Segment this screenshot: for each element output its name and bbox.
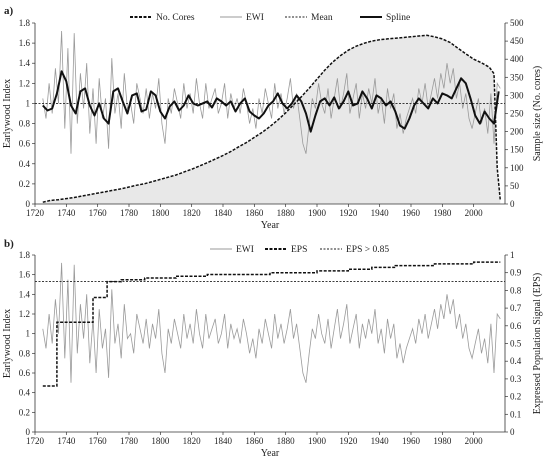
- x-tick-label: 1980: [433, 208, 452, 218]
- y2-tick-label: 200: [510, 127, 524, 137]
- y2-tick-label: 0: [510, 199, 515, 209]
- x-tick-label: 1760: [89, 208, 108, 218]
- y2-tick-label: 100: [510, 163, 524, 173]
- legend-label: EWI: [246, 13, 264, 23]
- y-axis-label: Earlywood Index: [2, 309, 13, 378]
- x-tick-label: 1780: [120, 436, 139, 446]
- y-tick-label: 0: [26, 199, 31, 209]
- y2-tick-label: 0.7: [510, 303, 522, 313]
- y-tick-label: 1.2: [19, 309, 30, 319]
- y-tick-label: 0: [26, 427, 31, 437]
- x-tick-label: 1940: [371, 208, 390, 218]
- y2-tick-label: 0.3: [510, 374, 522, 384]
- y-tick-label: 0.6: [19, 139, 31, 149]
- legend-label: Spline: [386, 13, 410, 23]
- legend-label: EPS: [291, 245, 307, 255]
- y2-tick-label: 0.4: [510, 356, 522, 366]
- y-tick-label: 1.4: [19, 289, 31, 299]
- x-tick-label: 1840: [214, 436, 233, 446]
- y2-tick-label: 0.2: [510, 392, 521, 402]
- x-tick-label: 1760: [89, 436, 108, 446]
- y2-axis-label: Sample size (No. cores): [532, 66, 543, 162]
- y2-tick-label: 1: [510, 250, 515, 260]
- cores-area: [42, 35, 501, 204]
- ewi-series-line: [42, 262, 501, 383]
- panel-letter: a): [4, 5, 14, 17]
- y2-tick-label: 0.5: [510, 339, 522, 349]
- legend-label: EPS > 0.85: [346, 245, 389, 255]
- y-tick-label: 0.4: [19, 159, 31, 169]
- x-tick-label: 1820: [183, 208, 202, 218]
- y2-tick-label: 0.6: [510, 321, 522, 331]
- y2-tick-label: 250: [510, 109, 524, 119]
- y-tick-label: 0.4: [19, 388, 31, 398]
- spline-series-line: [42, 70, 500, 133]
- x-tick-label: 1720: [26, 436, 45, 446]
- x-tick-label: 1940: [371, 436, 390, 446]
- y2-tick-label: 400: [510, 54, 524, 64]
- y-tick-label: 0.2: [19, 407, 30, 417]
- legend-label: Mean: [311, 13, 333, 23]
- x-tick-label: 2000: [465, 436, 484, 446]
- x-tick-label: 1920: [339, 436, 358, 446]
- x-tick-label: 1860: [245, 208, 264, 218]
- y-tick-label: 1.4: [19, 58, 31, 68]
- ewi-series-line: [42, 30, 501, 154]
- x-tick-label: 1800: [151, 208, 170, 218]
- legend-label: No. Cores: [156, 13, 195, 23]
- y2-tick-label: 0.9: [510, 268, 522, 278]
- x-tick-label: 1720: [26, 208, 45, 218]
- x-tick-label: 1800: [151, 436, 170, 446]
- y2-tick-label: 150: [510, 145, 524, 155]
- y-axis-label: Earlywood Index: [2, 79, 13, 148]
- y2-tick-label: 0.1: [510, 409, 521, 419]
- x-tick-label: 2000: [465, 208, 484, 218]
- y-tick-label: 1: [26, 329, 31, 339]
- x-tick-label: 1740: [57, 208, 76, 218]
- x-tick-label: 1880: [277, 208, 296, 218]
- x-tick-label: 1740: [57, 436, 76, 446]
- x-axis-label: Year: [261, 448, 280, 459]
- cores-series-line: [42, 34, 502, 203]
- y-tick-label: 0.6: [19, 368, 31, 378]
- y-tick-label: 1.8: [19, 18, 31, 28]
- y-tick-label: 1.2: [19, 78, 30, 88]
- y2-tick-label: 300: [510, 90, 524, 100]
- x-tick-label: 1860: [245, 436, 264, 446]
- y2-tick-label: 50: [510, 181, 520, 191]
- x-tick-label: 1960: [402, 436, 421, 446]
- x-tick-label: 1880: [277, 436, 296, 446]
- y2-axis-label: Expressed Population Signal (EPS): [532, 273, 543, 414]
- x-tick-label: 1980: [433, 436, 452, 446]
- panel-a: a) 1720 1740 1760 1780 1800 1820 1840 1860 1880 19…: [2, 5, 543, 231]
- x-tick-label: 1900: [308, 436, 327, 446]
- y2-tick-label: 0: [510, 427, 515, 437]
- x-tick-label: 1840: [214, 208, 233, 218]
- y-tick-label: 0.8: [19, 119, 31, 129]
- eps-series-line: [42, 261, 501, 387]
- panel-b: b) 1720 1740 1760 1780 1800 1820 1840 1860 1880 19…: [2, 238, 543, 459]
- x-tick-label: 1960: [402, 208, 421, 218]
- x-tick-label: 1900: [308, 208, 327, 218]
- y-tick-label: 1.8: [19, 250, 31, 260]
- panel-letter: b): [4, 238, 14, 250]
- x-tick-label: 1920: [339, 208, 358, 218]
- x-tick-label: 1780: [120, 208, 139, 218]
- y2-tick-label: 500: [510, 18, 524, 28]
- x-tick-label: 1820: [183, 436, 202, 446]
- legend-label: EWI: [236, 245, 254, 255]
- y2-tick-label: 450: [510, 36, 524, 46]
- y2-tick-label: 350: [510, 72, 524, 82]
- y-tick-label: 0.2: [19, 179, 30, 189]
- y2-tick-label: 0.8: [510, 285, 522, 295]
- y-tick-label: 1.6: [19, 270, 31, 280]
- y-tick-label: 1.6: [19, 38, 31, 48]
- x-axis-label: Year: [261, 220, 280, 231]
- y-tick-label: 1: [26, 98, 31, 108]
- y-tick-label: 0.8: [19, 348, 31, 358]
